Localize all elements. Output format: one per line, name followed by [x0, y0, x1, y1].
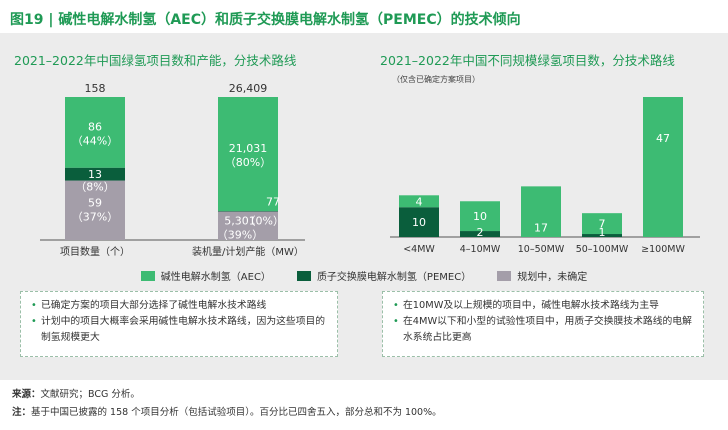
- right-chart-title: 2021–2022年中国不同规模绿氢项目数，分技术路线: [380, 53, 675, 68]
- legend: 碱性电解水制氢（AEC） 质子交换膜电解水制氢（PEMEC） 规划中，未确定: [0, 268, 728, 283]
- left-label-aec-value-0: 86: [88, 120, 102, 133]
- right-label-aec-3: 7: [599, 218, 606, 231]
- source-text: 文献研究；BCG 分析。: [40, 389, 140, 400]
- right-bar-pemec-0: [399, 207, 439, 237]
- left-label-planned-value-0: 59: [88, 197, 102, 210]
- left-label-aec-pct-1: （80%）: [225, 156, 271, 169]
- legend-swatch-aec: [140, 270, 155, 281]
- right-bar-aec-1: [460, 201, 500, 232]
- source-line: 来源：文献研究；BCG 分析。: [12, 386, 140, 400]
- right-bar-pemec-1: [460, 231, 500, 237]
- right-category-label-4: ≥100MW: [641, 244, 685, 255]
- left-bar-segment-1-1: [218, 211, 278, 212]
- footnote-text: 基于中国已披露的 158 个项目分析（包括试验项目）。百分比已四舍五入，部分总和…: [31, 407, 442, 418]
- insight-left-2: 计划中的项目大概率会采用碱性电解水技术路线，因为这些项目的制氢规模更大: [31, 314, 327, 346]
- left-bar-segment-0-1: [65, 167, 125, 181]
- legend-swatch-planned: [497, 270, 512, 281]
- legend-label-pemec: 质子交换膜电解水制氢（PEMEC）: [316, 272, 472, 283]
- left-bar-segment-1-2: [218, 211, 278, 240]
- right-bar-aec-4: [643, 97, 683, 237]
- left-bar-segment-0-0: [65, 97, 125, 168]
- legend-swatch-pemec: [296, 270, 311, 281]
- right-label-pemec-1: 2: [477, 226, 484, 239]
- left-label-aec-pct-0: （44%）: [72, 134, 118, 147]
- left-category-label-1: 装机量/计划产能（MW）: [192, 245, 304, 258]
- left-label-pemec-value-0: 13: [88, 168, 102, 181]
- left-label-pemec-pct-0: （8%）: [75, 181, 114, 194]
- left-label-planned-value-1: 5,301: [224, 214, 256, 227]
- right-label-pemec-0: 10: [412, 216, 426, 229]
- legend-item-pemec: 质子交换膜电解水制氢（PEMEC）: [296, 268, 472, 283]
- right-category-label-3: 50–100MW: [576, 244, 629, 255]
- left-bar-total-0: 158: [85, 82, 106, 95]
- right-label-pemec-3: 1: [599, 226, 606, 239]
- right-bar-aec-3: [582, 213, 622, 235]
- legend-item-planned: 规划中，未确定: [497, 268, 587, 283]
- right-label-aec-0: 4: [416, 195, 423, 208]
- right-label-aec-2: 17: [534, 221, 548, 234]
- footnote-label: 注：: [12, 407, 32, 418]
- legend-label-planned: 规划中，未确定: [517, 272, 588, 283]
- left-label-pemec-value-1: 77: [266, 195, 280, 208]
- left-label-planned-pct-0: （37%）: [72, 211, 118, 224]
- legend-label-aec: 碱性电解水制氢（AEC）: [160, 272, 271, 283]
- figure-title: 图19 | 碱性电解水制氢（AEC）和质子交换膜电解水制氢（PEMEC）的技术倾…: [10, 12, 521, 28]
- legend-item-aec: 碱性电解水制氢（AEC）: [140, 268, 271, 283]
- insight-left-1: 已确定方案的项目大部分选择了碱性电解水技术路线: [31, 298, 327, 314]
- right-bar-aec-2: [521, 186, 561, 237]
- right-category-label-1: 4–10MW: [460, 244, 501, 255]
- left-label-planned-pct-1: （39%）: [217, 228, 263, 241]
- insight-right-1: 在10MW及以上规模的项目中，碱性电解水技术路线为主导: [393, 298, 693, 314]
- left-category-label-0: 项目数量（个）: [60, 245, 130, 258]
- left-bar-segment-1-0: [218, 97, 278, 212]
- right-bar-aec-0: [399, 195, 439, 208]
- insight-box-right: 在10MW及以上规模的项目中，碱性电解水技术路线为主导 在4MW以下和小型的试验…: [382, 291, 704, 357]
- right-bar-pemec-3: [582, 234, 622, 237]
- left-bar-segment-0-2: [65, 180, 125, 240]
- right-label-aec-4: 47: [656, 132, 670, 145]
- left-chart-title: 2021–2022年中国绿氢项目数和产能，分技术路线: [14, 53, 297, 68]
- left-label-aec-value-1: 21,031: [229, 142, 268, 155]
- insight-box-left: 已确定方案的项目大部分选择了碱性电解水技术路线 计划中的项目大概率会采用碱性电解…: [20, 291, 338, 357]
- right-category-label-2: 10–50MW: [518, 244, 565, 255]
- footnote-line: 注：基于中国已披露的 158 个项目分析（包括试验项目）。百分比已四舍五入，部分…: [12, 404, 442, 418]
- right-category-label-0: <4MW: [403, 244, 435, 255]
- left-bar-total-1: 26,409: [229, 82, 268, 95]
- left-label-pemec-pct-1: （0%）: [245, 214, 284, 227]
- right-label-aec-1: 10: [473, 210, 487, 223]
- source-label: 来源：: [12, 389, 41, 400]
- right-chart-note: （仅含已确定方案项目）: [392, 75, 480, 84]
- insight-right-2: 在4MW以下和小型的试验性项目中，用质子交换膜技术路线的电解水系统占比更高: [393, 314, 693, 346]
